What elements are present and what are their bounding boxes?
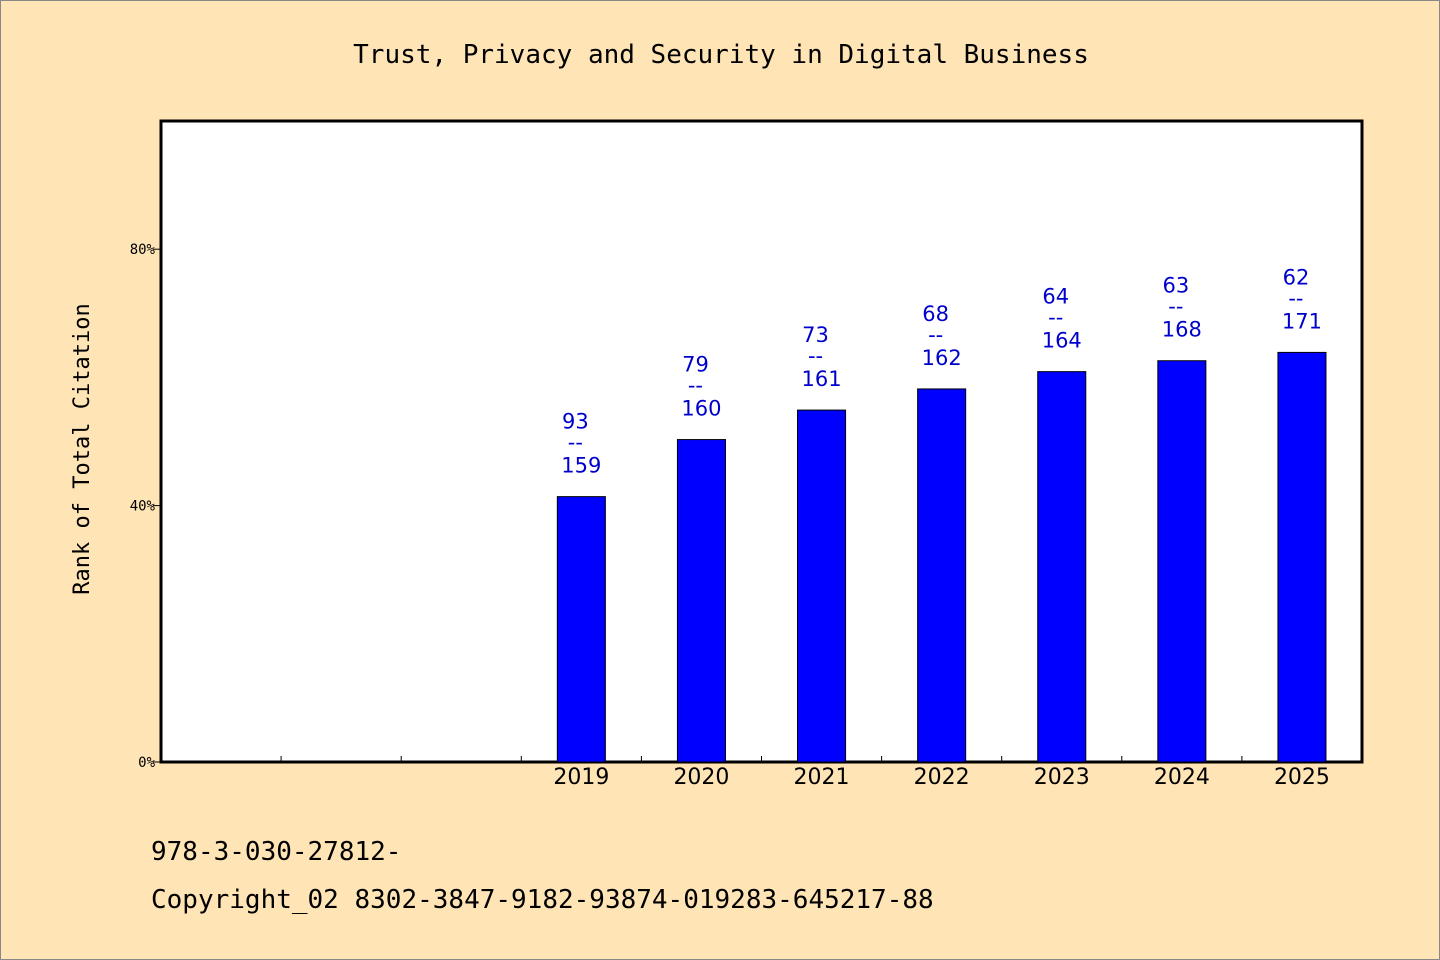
x-tick-label: 2020 xyxy=(673,765,729,790)
data-labels: 93--15979--16073--16168--16264--16463--1… xyxy=(561,265,1322,477)
y-tick-label: 80% xyxy=(130,242,156,258)
data-label-total: 160 xyxy=(681,397,721,421)
data-label-rank: 79 xyxy=(682,353,709,377)
data-label-total: 168 xyxy=(1162,318,1202,342)
chart-title: Trust, Privacy and Security in Digital B… xyxy=(353,40,1089,70)
bar-2025 xyxy=(1277,351,1327,763)
x-tick-label: 2025 xyxy=(1274,765,1330,790)
bar-2020 xyxy=(676,439,726,763)
bar-2022 xyxy=(917,388,967,763)
y-axis-label: Rank of Total Citation xyxy=(70,303,95,594)
bar-2023 xyxy=(1037,371,1087,763)
bar-2024 xyxy=(1157,360,1207,763)
x-tick-label: 2022 xyxy=(914,765,970,790)
data-label-separator: -- xyxy=(568,431,583,455)
data-label-rank: 68 xyxy=(922,302,949,326)
data-label-rank: 73 xyxy=(802,323,829,347)
data-label-total: 161 xyxy=(802,367,842,391)
data-label-total: 162 xyxy=(922,346,962,370)
data-label-separator: -- xyxy=(1168,295,1183,319)
data-label-rank: 63 xyxy=(1162,274,1189,298)
data-label-separator: -- xyxy=(1288,286,1303,310)
x-tick-label: 2024 xyxy=(1154,765,1210,790)
x-axis: 2019 2020 2021 2022 2023 2024 2025 xyxy=(280,756,1330,790)
data-label-total: 159 xyxy=(561,454,601,478)
x-tick-label: 2019 xyxy=(553,765,609,790)
data-label-total: 171 xyxy=(1282,309,1322,333)
data-label-separator: -- xyxy=(808,344,823,368)
data-label-total: 164 xyxy=(1042,329,1082,353)
isbn-text: 978-3-030-27812- xyxy=(151,837,402,867)
bar-2021 xyxy=(797,409,847,763)
y-axis: 0% 40% 80% xyxy=(130,242,161,771)
data-label-rank: 93 xyxy=(562,410,589,434)
data-label-separator: -- xyxy=(928,323,943,347)
y-tick-label: 0% xyxy=(138,755,155,771)
data-label-separator: -- xyxy=(1048,306,1063,330)
data-label-rank: 64 xyxy=(1042,285,1069,309)
copyright-text: Copyright_02 8302-3847-9182-93874-019283… xyxy=(151,885,934,915)
y-tick-label: 40% xyxy=(130,499,156,515)
x-tick-label: 2021 xyxy=(794,765,850,790)
bar-series xyxy=(556,351,1327,763)
data-label-rank: 62 xyxy=(1283,265,1310,289)
x-tick-label: 2023 xyxy=(1034,765,1090,790)
bar-2019 xyxy=(556,496,606,763)
data-label-separator: -- xyxy=(688,374,703,398)
